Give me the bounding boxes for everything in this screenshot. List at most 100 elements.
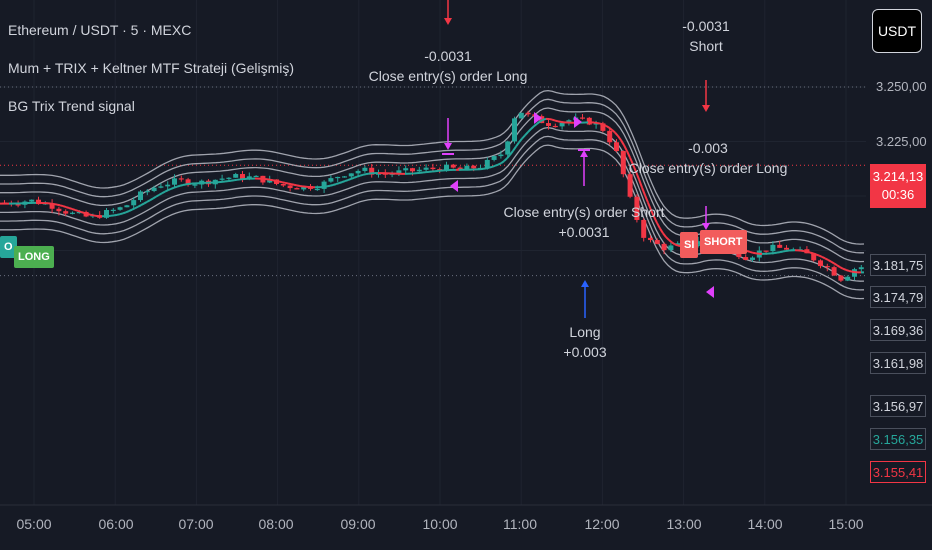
trix-signal-segment xyxy=(53,203,58,206)
candle-body xyxy=(750,257,755,260)
trix-cross-marker xyxy=(450,180,458,192)
annotation-short-1-profit: -0.0031 xyxy=(682,18,730,34)
trix-signal-segment xyxy=(338,181,343,185)
candle-body xyxy=(505,141,511,155)
strategy-legend[interactable]: Mum + TRIX + Keltner MTF Strateji (Geliş… xyxy=(8,60,295,76)
trix-signal-segment xyxy=(287,182,292,186)
trix-signal-segment xyxy=(497,162,502,166)
annotation-close-long-2: -0.003 Close entry(s) order Long xyxy=(629,138,788,178)
badge-short: SHORT xyxy=(700,230,747,254)
candle-body xyxy=(124,205,130,208)
arrow-top-short-head xyxy=(444,18,452,25)
candle-body xyxy=(178,178,184,180)
indicator-legend[interactable]: BG Trix Trend signal xyxy=(8,98,135,114)
candle-body xyxy=(525,112,531,115)
trix-signal-segment xyxy=(59,204,64,208)
trix-signal-segment xyxy=(752,251,757,255)
trix-signal-segment xyxy=(83,211,88,215)
annotation-close-long-2-text: Close entry(s) order Long xyxy=(628,160,788,176)
candle-body xyxy=(280,183,286,186)
trix-signal-segment xyxy=(155,194,160,198)
candle-body xyxy=(233,174,239,178)
candle-body xyxy=(110,209,116,211)
trix-signal-segment xyxy=(167,187,172,192)
price-label-top: 3.250,00 xyxy=(876,79,927,94)
price-tag-upper-band-inner: 3.174,79 xyxy=(870,286,926,308)
trix-signal-segment xyxy=(182,183,187,186)
candle-body xyxy=(824,266,830,268)
price-tag-basis: 3.169,36 xyxy=(870,319,926,341)
trix-signal-segment xyxy=(362,173,367,176)
trix-signal-segment xyxy=(626,150,631,159)
trix-signal-segment xyxy=(827,259,832,263)
trix-signal-segment xyxy=(491,164,496,168)
trix-signal-segment xyxy=(620,139,625,146)
candle-body xyxy=(151,187,157,192)
trix-signal-segment xyxy=(74,208,79,212)
candle-body xyxy=(342,176,347,178)
trix-signal-segment xyxy=(179,184,184,187)
arrow-close-short-head xyxy=(580,150,588,157)
trix-signal-segment xyxy=(359,173,364,177)
trix-signal-segment xyxy=(608,126,613,131)
candle-body xyxy=(376,173,381,175)
trix-signal-segment xyxy=(284,181,289,185)
trix-signal-segment xyxy=(500,160,505,165)
trix-signal-segment xyxy=(527,128,532,133)
trix-signal-segment xyxy=(272,179,277,182)
trix-signal-segment xyxy=(494,163,499,167)
trix-signal-segment xyxy=(533,123,538,127)
trix-signal-segment xyxy=(281,181,286,184)
candle-body xyxy=(491,156,497,160)
trix-signal-segment xyxy=(488,165,493,169)
candle-body xyxy=(396,170,402,174)
trix-signal-segment xyxy=(653,216,658,224)
trix-signal-segment xyxy=(131,207,136,211)
candle-body xyxy=(131,200,137,206)
trix-signal-segment xyxy=(554,119,559,123)
candle-body xyxy=(49,203,55,209)
candle-body xyxy=(675,243,681,246)
trix-signal-segment xyxy=(842,267,847,271)
time-label-0700: 07:00 xyxy=(178,516,214,532)
trix-signal-segment xyxy=(746,250,751,253)
price-tag-lower-band-inner: 3.161,98 xyxy=(870,352,926,374)
candle-body xyxy=(192,184,198,186)
trix-signal-segment xyxy=(656,222,661,229)
trix-signal-segment xyxy=(851,270,856,274)
trix-signal-segment xyxy=(482,167,487,170)
badge-long: LONG xyxy=(14,246,54,268)
candle-body xyxy=(498,154,504,157)
candle-body xyxy=(770,244,776,252)
candle-body xyxy=(165,184,171,187)
trix-signal-segment xyxy=(341,180,346,184)
trix-signal-segment xyxy=(158,192,163,196)
time-label-1300: 13:00 xyxy=(666,516,702,532)
candle-body xyxy=(90,215,96,217)
candle-body xyxy=(858,267,864,270)
candle-body xyxy=(104,210,109,218)
quote-currency-button[interactable]: USDT xyxy=(872,9,922,53)
trix-signal-segment xyxy=(611,129,616,134)
candle-body xyxy=(76,211,82,214)
annotation-long-1-text: Long xyxy=(569,324,601,340)
candle-body xyxy=(627,174,633,197)
price-tag-lower-band-mid: 3.156,97 xyxy=(870,395,926,417)
trix-signal-segment xyxy=(92,214,97,217)
annotation-close-short-text: Close entry(s) order Short xyxy=(503,204,665,220)
trix-signal-segment xyxy=(293,183,298,187)
candle-body xyxy=(818,260,823,267)
trix-signal-segment xyxy=(152,195,157,200)
trix-signal-segment xyxy=(749,250,754,254)
symbol-legend[interactable]: Ethereum / USDT · 5 · MEXC xyxy=(8,22,192,38)
candle-body xyxy=(614,142,619,151)
annotation-close-long-1-profit: -0.0031 xyxy=(424,48,472,64)
last-price: 3.214,13 xyxy=(872,169,924,184)
candle-body xyxy=(29,199,35,202)
trix-signal-segment xyxy=(332,183,337,186)
candle-body xyxy=(634,196,640,220)
trix-signal-segment xyxy=(638,179,643,188)
trix-signal-segment xyxy=(812,252,817,256)
